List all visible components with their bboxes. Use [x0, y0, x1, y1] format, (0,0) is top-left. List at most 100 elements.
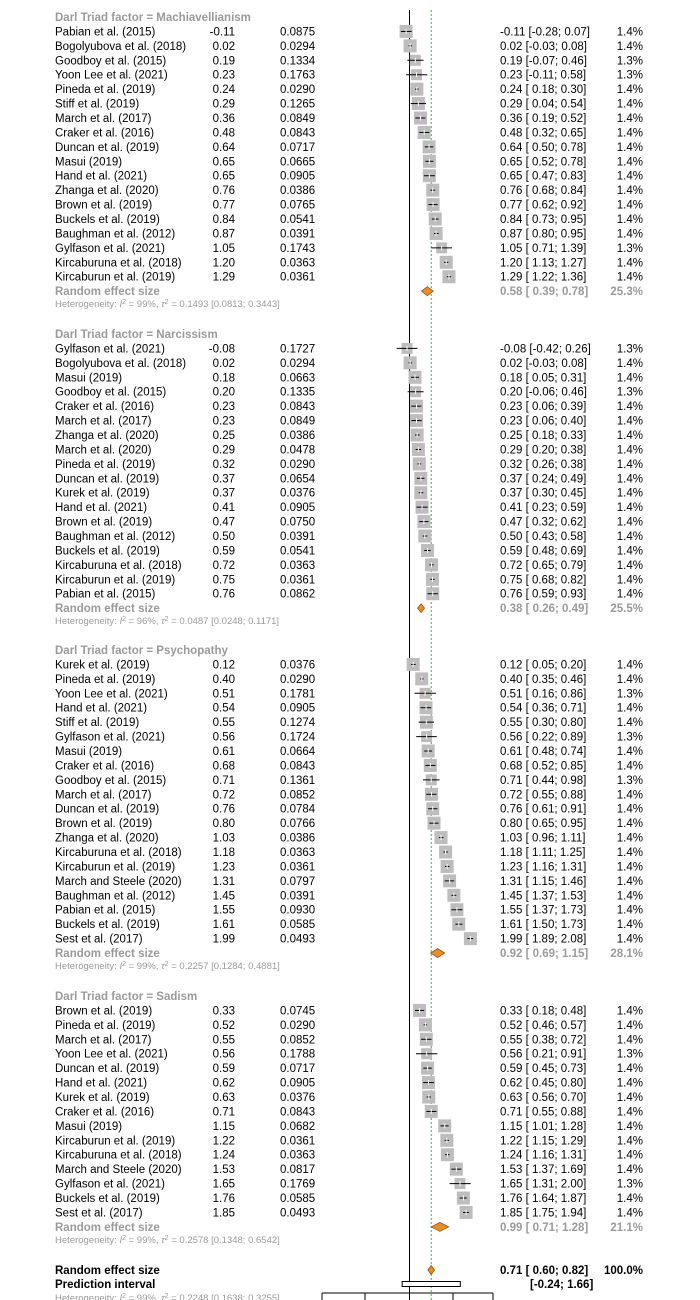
study-weight: 1.4% — [617, 717, 643, 729]
study-te: 0.55 — [213, 717, 235, 729]
study-weight: 1.4% — [617, 358, 643, 370]
study-label: Buckels et al. (2019) — [55, 1193, 160, 1205]
pooled-diamond — [420, 286, 434, 297]
study-te: 0.55 — [213, 1034, 235, 1046]
study-te: 0.32 — [213, 459, 235, 471]
study-label: Kircaburun et al. (2019) — [55, 861, 175, 873]
study-te: 0.36 — [213, 113, 235, 125]
study-weight: 1.4% — [617, 1034, 643, 1046]
study-ci: 0.20 [-0.06; 0.46] — [500, 387, 587, 399]
study-label: Bogolyubova et al. (2018) — [55, 41, 186, 53]
study-se: 0.0750 — [280, 517, 315, 529]
study-weight: 1.4% — [617, 1121, 643, 1133]
study-te: 1.22 — [213, 1135, 235, 1147]
study-ci: 0.63 [ 0.56; 0.70] — [500, 1092, 586, 1104]
study-te: 0.65 — [213, 171, 235, 183]
study-weight: 1.4% — [617, 1135, 643, 1147]
study-se: 0.0717 — [280, 142, 315, 154]
group-header: Darl Triad factor = Psychopathy — [55, 645, 228, 657]
study-ci: 0.76 [ 0.68; 0.84] — [500, 185, 586, 197]
study-weight: 1.4% — [617, 401, 643, 413]
study-te: 0.56 — [213, 1049, 235, 1061]
study-se: 0.0843 — [280, 127, 315, 139]
study-label: Pineda et al. (2019) — [55, 84, 156, 96]
study-label: Gylfason et al. (2021) — [55, 1179, 165, 1191]
study-label: Brown et al. (2019) — [55, 517, 152, 529]
pooled-label: Random effect size — [55, 948, 160, 960]
study-ci: 0.87 [ 0.80; 0.95] — [500, 228, 586, 240]
study-ci: 0.19 [-0.07; 0.46] — [500, 55, 587, 67]
study-ci: 0.84 [ 0.73; 0.95] — [500, 214, 586, 226]
study-se: 0.0290 — [280, 459, 315, 471]
study-se: 0.1335 — [280, 387, 315, 399]
study-te: 1.18 — [213, 847, 235, 859]
study-ci: 0.18 [ 0.05; 0.31] — [500, 372, 586, 384]
pooled-label: Random effect size — [55, 603, 160, 615]
study-se: 0.0290 — [280, 674, 315, 686]
pooled-label: Random effect size — [55, 1222, 160, 1234]
study-te: 0.65 — [213, 156, 235, 168]
study-se: 0.0663 — [280, 372, 315, 384]
study-label: Sest et al. (2017) — [55, 934, 143, 946]
study-te: 0.24 — [213, 84, 236, 96]
study-se: 0.0391 — [280, 890, 315, 902]
study-se: 0.0905 — [280, 502, 315, 514]
study-weight: 1.4% — [617, 127, 643, 139]
study-te: 0.25 — [213, 430, 235, 442]
study-se: 0.0817 — [280, 1164, 315, 1176]
study-te: 0.59 — [213, 1063, 235, 1075]
study-weight: 1.4% — [617, 861, 643, 873]
study-ci: 0.29 [ 0.20; 0.38] — [500, 444, 586, 456]
study-se: 0.0585 — [280, 919, 315, 931]
study-se: 0.1334 — [280, 55, 316, 67]
study-ci: 0.55 [ 0.30; 0.80] — [500, 717, 586, 729]
study-weight: 1.4% — [617, 659, 643, 671]
study-te: 1.15 — [213, 1121, 235, 1133]
study-se: 0.1361 — [280, 775, 315, 787]
study-weight: 1.4% — [617, 1078, 643, 1090]
study-ci: 0.23 [ 0.06; 0.40] — [500, 416, 586, 428]
study-weight: 1.4% — [617, 1005, 643, 1017]
pooled-ci: 0.99 [ 0.71; 1.28] — [500, 1222, 588, 1234]
study-te: 0.71 — [213, 1106, 235, 1118]
study-te: 0.20 — [213, 387, 235, 399]
study-te: 0.77 — [213, 200, 235, 212]
study-weight: 1.4% — [617, 99, 643, 111]
study-te: 0.76 — [213, 185, 235, 197]
study-weight: 1.4% — [617, 473, 643, 485]
study-label: Pineda et al. (2019) — [55, 674, 156, 686]
study-te: 0.59 — [213, 545, 235, 557]
study-te: 0.84 — [213, 214, 236, 226]
study-se: 0.0905 — [280, 703, 315, 715]
study-se: 0.0391 — [280, 531, 315, 543]
study-te: 1.76 — [213, 1193, 235, 1205]
study-se: 0.0862 — [280, 589, 315, 601]
study-weight: 1.4% — [617, 1150, 643, 1162]
study-se: 0.0875 — [280, 26, 315, 38]
study-ci: 0.76 [ 0.59; 0.93] — [500, 589, 586, 601]
study-se: 0.0386 — [280, 833, 315, 845]
study-ci: 1.53 [ 1.37; 1.69] — [500, 1164, 586, 1176]
study-ci: 0.71 [ 0.55; 0.88] — [500, 1106, 586, 1118]
study-weight: 1.4% — [617, 789, 643, 801]
study-se: 0.0493 — [280, 1207, 315, 1219]
prediction-ci: [-0.24; 1.66] — [530, 1279, 593, 1291]
study-weight: 1.3% — [617, 688, 643, 700]
study-label: March et al. (2017) — [55, 416, 152, 428]
study-te: 1.03 — [213, 833, 235, 845]
study-weight: 1.4% — [617, 674, 643, 686]
study-ci: 0.02 [-0.03; 0.08] — [500, 41, 587, 53]
study-label: Hand et al. (2021) — [55, 703, 147, 715]
study-se: 0.1769 — [280, 1179, 315, 1191]
pooled-diamond — [430, 1221, 450, 1232]
study-label: Kurek et al. (2019) — [55, 659, 150, 671]
study-se: 0.1763 — [280, 70, 315, 82]
study-te: 0.29 — [213, 444, 235, 456]
study-weight: 1.4% — [617, 200, 643, 212]
study-weight: 1.4% — [617, 545, 643, 557]
pooled-label: Random effect size — [55, 286, 160, 298]
study-weight: 1.4% — [617, 1106, 643, 1118]
study-weight: 1.4% — [617, 804, 643, 816]
study-label: Duncan et al. (2019) — [55, 1063, 159, 1075]
study-weight: 1.4% — [617, 84, 643, 96]
